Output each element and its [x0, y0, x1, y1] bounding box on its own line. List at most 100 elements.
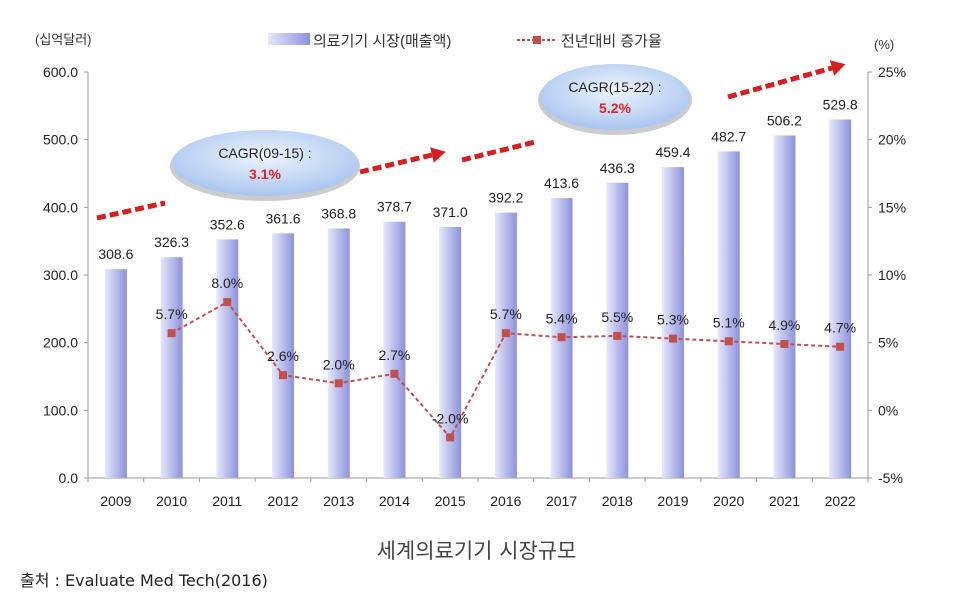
x-tick-label: 2016 — [490, 493, 521, 509]
x-tick-label: 2010 — [156, 493, 187, 509]
right-tick-label: 10% — [878, 267, 906, 283]
growth-value-label: 5.5% — [601, 309, 633, 325]
x-tick-label: 2022 — [825, 493, 856, 509]
bar — [160, 257, 183, 478]
bar — [662, 167, 684, 478]
cagr-bubble — [540, 64, 690, 130]
growth-value-label: 8.0% — [211, 275, 243, 291]
left-tick-label: 600.0 — [43, 64, 78, 80]
bar — [272, 233, 294, 478]
bar — [829, 119, 852, 478]
growth-marker — [390, 369, 399, 378]
bar — [104, 269, 127, 478]
growth-marker — [669, 334, 677, 343]
growth-marker — [279, 371, 287, 380]
right-tick-label: 5% — [878, 335, 898, 351]
cagr-title: CAGR(15-22) : — [568, 79, 661, 95]
left-tick-label: 400.0 — [43, 199, 78, 215]
bar-value-label: 326.3 — [154, 234, 189, 250]
growth-marker — [446, 433, 455, 442]
x-tick-label: 2019 — [657, 493, 688, 509]
x-tick-label: 2021 — [769, 493, 800, 509]
arrow-head — [829, 60, 846, 76]
bar-value-label: 482.7 — [711, 128, 746, 144]
right-axis-label: (%) — [874, 37, 894, 52]
growth-marker — [167, 329, 176, 338]
bar-value-label: 361.6 — [265, 210, 300, 226]
arrow-head — [430, 147, 446, 163]
right-tick-label: 25% — [878, 64, 906, 80]
legend-bar-swatch — [268, 33, 310, 45]
cagr-trend-arrow — [96, 200, 166, 221]
growth-value-label: 2.6% — [267, 348, 299, 364]
legend-bar-label: 의료기기 시장(매출액) — [313, 33, 451, 50]
cagr-trend-arrow — [359, 152, 433, 175]
legend-line-marker — [533, 36, 541, 44]
bar-value-label: 308.6 — [98, 246, 133, 262]
growth-value-label: -2.0% — [432, 410, 469, 426]
growth-marker — [557, 333, 566, 342]
cagr-bubble — [172, 130, 358, 196]
cagr-value: 3.1% — [249, 166, 281, 182]
right-tick-label: 20% — [878, 132, 906, 148]
source-note: 출처 : Evaluate Med Tech(2016) — [20, 571, 268, 590]
legend: 의료기기 시장(매출액) 전년대비 증가율 — [268, 33, 662, 50]
chart-caption: 세계의료기기 시장규모 — [376, 539, 577, 563]
cagr-title: CAGR(09-15) : — [218, 145, 311, 161]
bar-value-label: 506.2 — [767, 112, 802, 128]
bar-value-label: 378.7 — [377, 199, 412, 215]
x-tick-label: 2013 — [323, 493, 354, 509]
cagr-value: 5.2% — [599, 100, 631, 116]
right-tick-label: -5% — [878, 470, 903, 486]
bar — [717, 151, 740, 479]
right-tick-label: 0% — [878, 402, 898, 418]
bar-value-label: 529.8 — [823, 97, 858, 113]
growth-marker — [836, 342, 845, 351]
left-tick-label: 100.0 — [43, 402, 78, 418]
growth-value-label: 5.7% — [490, 306, 522, 322]
bar-value-label: 368.8 — [321, 205, 356, 221]
bar-value-label: 392.2 — [488, 190, 523, 206]
x-tick-label: 2020 — [713, 493, 744, 509]
bar — [439, 226, 462, 478]
bar — [494, 212, 517, 478]
bar-value-label: 413.6 — [544, 175, 579, 191]
bar — [383, 221, 406, 478]
x-tick-label: 2015 — [435, 493, 466, 509]
cagr-trend-arrow — [727, 65, 833, 100]
bar-value-label: 436.3 — [600, 160, 635, 176]
growth-value-label: 5.1% — [713, 314, 745, 330]
left-tick-label: 0.0 — [59, 470, 79, 486]
growth-value-label: 2.7% — [378, 347, 410, 363]
x-tick-label: 2011 — [212, 493, 242, 509]
cagr-trend-arrow — [461, 139, 536, 163]
growth-value-label: 5.4% — [546, 310, 578, 326]
bar — [216, 239, 239, 478]
left-tick-label: 500.0 — [43, 132, 78, 148]
growth-marker — [334, 379, 343, 388]
bar-value-label: 352.6 — [210, 216, 245, 232]
growth-value-label: 5.7% — [156, 306, 188, 322]
growth-marker — [613, 331, 622, 340]
bar — [606, 182, 629, 479]
growth-value-label: 4.7% — [824, 320, 856, 336]
growth-marker — [501, 329, 510, 338]
growth-value-label: 5.3% — [657, 312, 689, 328]
growth-marker — [724, 337, 733, 346]
growth-marker — [780, 340, 789, 349]
legend-line-label: 전년대비 증가율 — [561, 33, 662, 50]
right-tick-label: 15% — [878, 199, 906, 215]
left-tick-label: 200.0 — [43, 335, 78, 351]
x-tick-label: 2012 — [267, 493, 298, 509]
growth-marker — [223, 298, 232, 307]
x-tick-label: 2018 — [602, 493, 633, 509]
bar — [773, 135, 796, 479]
bar — [327, 228, 350, 478]
growth-value-label: 2.0% — [323, 356, 355, 372]
left-axis-label: (십억달러) — [35, 32, 92, 47]
chart: 0.0 100.0 200.0 300.0 400.0 500.0 600.0 -5% 0% 5%… — [35, 32, 906, 509]
x-tick-label: 2014 — [379, 493, 410, 509]
growth-value-label: 4.9% — [768, 317, 800, 333]
x-tick-label: 2017 — [546, 493, 577, 509]
left-tick-label: 300.0 — [43, 267, 78, 283]
